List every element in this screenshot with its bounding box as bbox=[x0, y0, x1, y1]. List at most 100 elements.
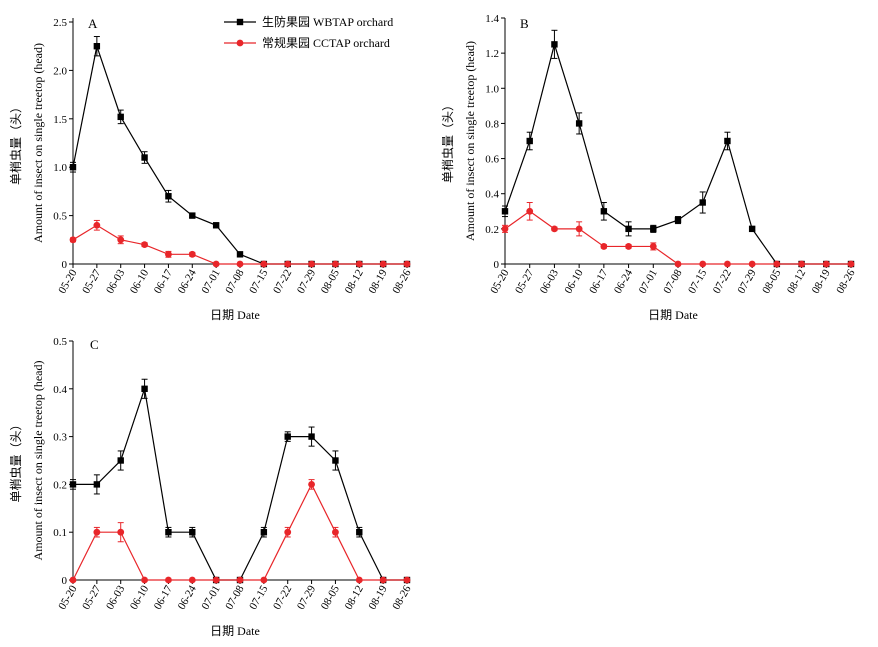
data-point bbox=[189, 529, 196, 536]
data-point bbox=[141, 576, 148, 584]
data-point bbox=[551, 225, 558, 233]
x-tick-label: 07-08 bbox=[223, 583, 246, 612]
y-tick-label: 2.0 bbox=[53, 65, 67, 77]
data-point bbox=[236, 251, 244, 258]
x-tick-label: 05-27 bbox=[80, 267, 103, 296]
x-tick-label: 06-03 bbox=[104, 583, 127, 612]
y-axis-title-en: Amount of insect on single treetop (head… bbox=[463, 41, 477, 241]
data-point bbox=[356, 529, 363, 536]
data-point bbox=[332, 457, 339, 464]
data-point bbox=[212, 222, 220, 229]
y-tick-label: 0.3 bbox=[53, 432, 67, 444]
x-tick-label: 05-20 bbox=[488, 267, 511, 296]
y-tick-label: 1.2 bbox=[485, 48, 499, 60]
x-tick-label: 08-26 bbox=[390, 267, 413, 296]
y-axis-title-en: Amount of insect on single treetop (head… bbox=[31, 43, 45, 243]
data-point bbox=[674, 260, 682, 268]
panel-letter: B bbox=[520, 16, 529, 31]
data-point bbox=[188, 576, 196, 584]
data-point bbox=[188, 250, 196, 258]
x-tick-label: 08-05 bbox=[319, 583, 342, 612]
x-tick-label: 07-15 bbox=[247, 583, 270, 612]
data-point bbox=[575, 225, 583, 233]
data-point bbox=[117, 457, 124, 464]
series-line bbox=[72, 224, 407, 265]
series-line bbox=[73, 388, 407, 581]
data-point bbox=[141, 241, 148, 249]
x-tick-label: 06-24 bbox=[612, 267, 635, 296]
x-tick-label: 08-19 bbox=[367, 267, 390, 296]
data-point bbox=[236, 576, 244, 584]
data-point bbox=[748, 260, 756, 268]
data-point bbox=[117, 528, 125, 536]
data-point bbox=[308, 260, 315, 268]
x-tick-label: 07-22 bbox=[711, 268, 734, 296]
data-point bbox=[847, 260, 855, 268]
x-tick-label: 07-15 bbox=[686, 267, 709, 296]
x-axis-title: 日期 Date bbox=[210, 624, 260, 638]
data-point bbox=[575, 120, 583, 127]
y-axis-title-cn: 单梢虫量（头） bbox=[8, 418, 23, 502]
data-point bbox=[165, 529, 172, 536]
data-point bbox=[212, 576, 220, 584]
x-tick-label: 07-29 bbox=[295, 583, 318, 612]
x-tick-label: 06-10 bbox=[563, 267, 586, 296]
data-point bbox=[355, 576, 363, 584]
legend: 生防果园 WBTAP orchard 常规果园 CCTAP orchard bbox=[224, 14, 393, 50]
x-tick-label: 07-22 bbox=[271, 584, 294, 612]
data-point bbox=[260, 260, 268, 268]
legend-marker-cctap bbox=[236, 39, 244, 47]
x-tick-label: 06-24 bbox=[176, 267, 199, 296]
series-cctap bbox=[69, 219, 411, 268]
y-axis-title-cn: 单梢虫量（头） bbox=[440, 99, 455, 183]
data-point bbox=[165, 193, 172, 200]
data-point bbox=[526, 207, 534, 215]
x-tick-label: 08-12 bbox=[343, 584, 366, 612]
x-tick-label: 07-29 bbox=[736, 267, 759, 296]
series-wbtap bbox=[69, 36, 411, 268]
x-tick-label: 06-03 bbox=[104, 267, 127, 296]
data-point bbox=[625, 225, 632, 233]
panel-b: 00.20.40.60.81.01.21.405-20 05-27 06-03 06-… bbox=[440, 13, 858, 322]
x-tick-label: 05-20 bbox=[56, 583, 79, 612]
y-tick-label: 1.5 bbox=[53, 114, 67, 126]
x-tick-label: 05-20 bbox=[56, 267, 79, 296]
data-point bbox=[501, 225, 509, 233]
data-point bbox=[551, 41, 558, 48]
data-point bbox=[600, 208, 608, 215]
y-tick-label: 0 bbox=[62, 259, 68, 271]
data-point bbox=[93, 528, 101, 536]
data-point bbox=[699, 199, 706, 206]
legend-label-wbtap: 生防果园 WBTAP orchard bbox=[262, 14, 393, 29]
data-point bbox=[822, 260, 830, 268]
x-tick-label: 08-26 bbox=[390, 583, 413, 612]
x-tick-label: 06-17 bbox=[152, 267, 175, 296]
data-point bbox=[625, 243, 632, 250]
y-tick-label: 0.2 bbox=[485, 224, 499, 236]
y-tick-label: 0.5 bbox=[53, 336, 67, 348]
data-point bbox=[798, 260, 805, 268]
data-point bbox=[600, 243, 608, 250]
y-tick-label: 0.8 bbox=[485, 118, 499, 130]
series-cctap bbox=[69, 479, 411, 584]
data-point bbox=[332, 260, 339, 268]
data-point bbox=[189, 212, 196, 219]
y-tick-label: 0.2 bbox=[53, 479, 67, 491]
data-point bbox=[748, 225, 756, 233]
x-tick-label: 07-01 bbox=[637, 268, 660, 296]
panel-c: 0 0.1 0.2 0.3 0.4 0.5 05-20 05-27 06-03 06-10 06-1… bbox=[8, 336, 414, 638]
data-point bbox=[403, 260, 411, 268]
data-point bbox=[93, 221, 101, 229]
panel-letter: A bbox=[88, 16, 98, 31]
data-point bbox=[379, 260, 387, 268]
data-point bbox=[724, 260, 731, 268]
x-axis-title: 日期 Date bbox=[210, 308, 260, 322]
x-tick-label: 06-24 bbox=[176, 583, 199, 612]
legend-label-cctap: 常规果园 CCTAP orchard bbox=[262, 35, 390, 50]
data-point bbox=[93, 481, 101, 488]
y-tick-label: 0 bbox=[62, 575, 68, 587]
x-tick-label: 05-27 bbox=[513, 267, 536, 296]
data-point bbox=[308, 481, 315, 488]
x-tick-label: 06-17 bbox=[152, 583, 175, 612]
